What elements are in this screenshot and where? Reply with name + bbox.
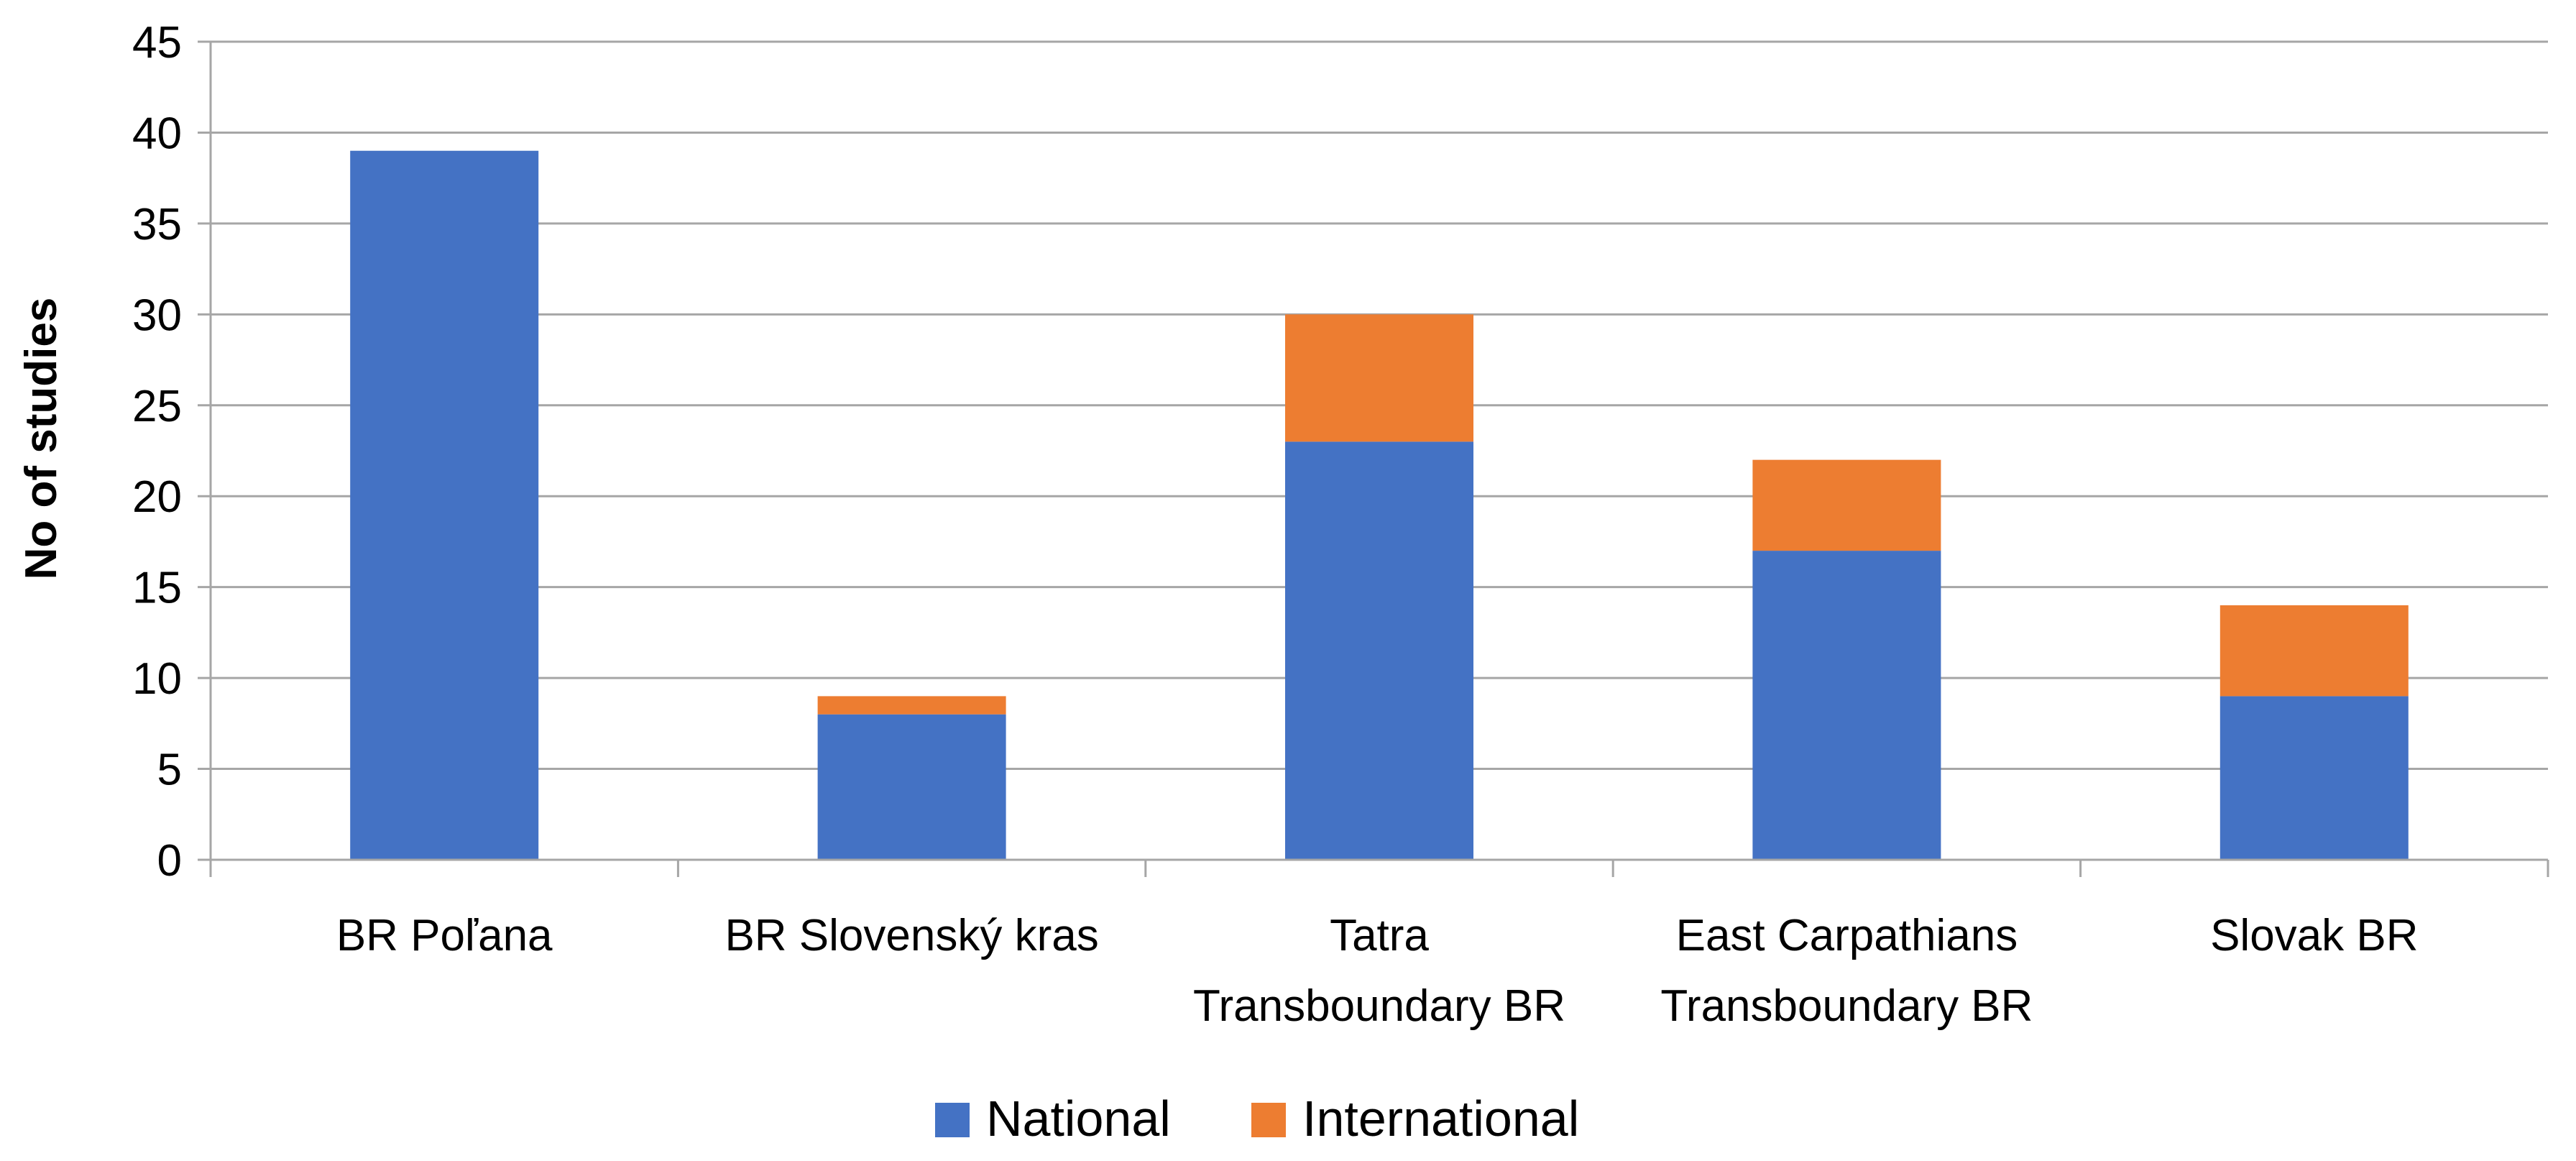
y-tick-label: 30 <box>132 290 182 340</box>
y-tick-label: 45 <box>132 18 182 68</box>
y-axis-title: No of studies <box>17 298 66 580</box>
x-category-label: BR Poľana <box>336 911 553 960</box>
y-tick-label: 35 <box>132 200 182 249</box>
y-tick-label: 40 <box>132 109 182 158</box>
y-tick-label: 25 <box>132 382 182 431</box>
bar-international-3 <box>1752 459 1941 551</box>
bar-international-1 <box>817 696 1006 715</box>
x-category-label: East Carpathians <box>1676 911 2018 960</box>
legend-label-national: National <box>986 1091 1171 1147</box>
bar-national-2 <box>1285 441 1473 860</box>
bar-national-1 <box>817 714 1006 860</box>
x-category-label: Slovak BR <box>2210 911 2418 960</box>
legend-swatch-international <box>1251 1103 1286 1137</box>
x-category-label: Transboundary BR <box>1660 981 2033 1031</box>
legend: National International <box>935 1091 1579 1147</box>
x-category-label: BR Slovenský kras <box>724 911 1098 960</box>
y-tick-label: 20 <box>132 472 182 522</box>
bar-national-4 <box>2220 696 2409 860</box>
bar-national-0 <box>350 150 539 860</box>
bars <box>350 150 2409 860</box>
legend-swatch-national <box>935 1103 970 1137</box>
x-category-label: Tatra <box>1330 911 1429 960</box>
y-tick-label: 0 <box>157 836 182 886</box>
y-tick-label: 10 <box>132 654 182 704</box>
x-category-label: Transboundary BR <box>1193 981 1565 1031</box>
y-tick-label: 5 <box>157 745 182 795</box>
y-tick-labels: 0 5 10 15 20 25 30 35 40 45 <box>132 18 211 886</box>
legend-label-international: International <box>1302 1091 1579 1147</box>
bar-international-2 <box>1285 314 1473 442</box>
bar-national-3 <box>1752 551 1941 860</box>
x-category-labels: BR Poľana BR Slovenský kras Tatra Transboun… <box>336 911 2419 1031</box>
axes <box>209 42 2549 877</box>
bar-international-4 <box>2220 605 2409 697</box>
y-tick-label: 15 <box>132 564 182 613</box>
